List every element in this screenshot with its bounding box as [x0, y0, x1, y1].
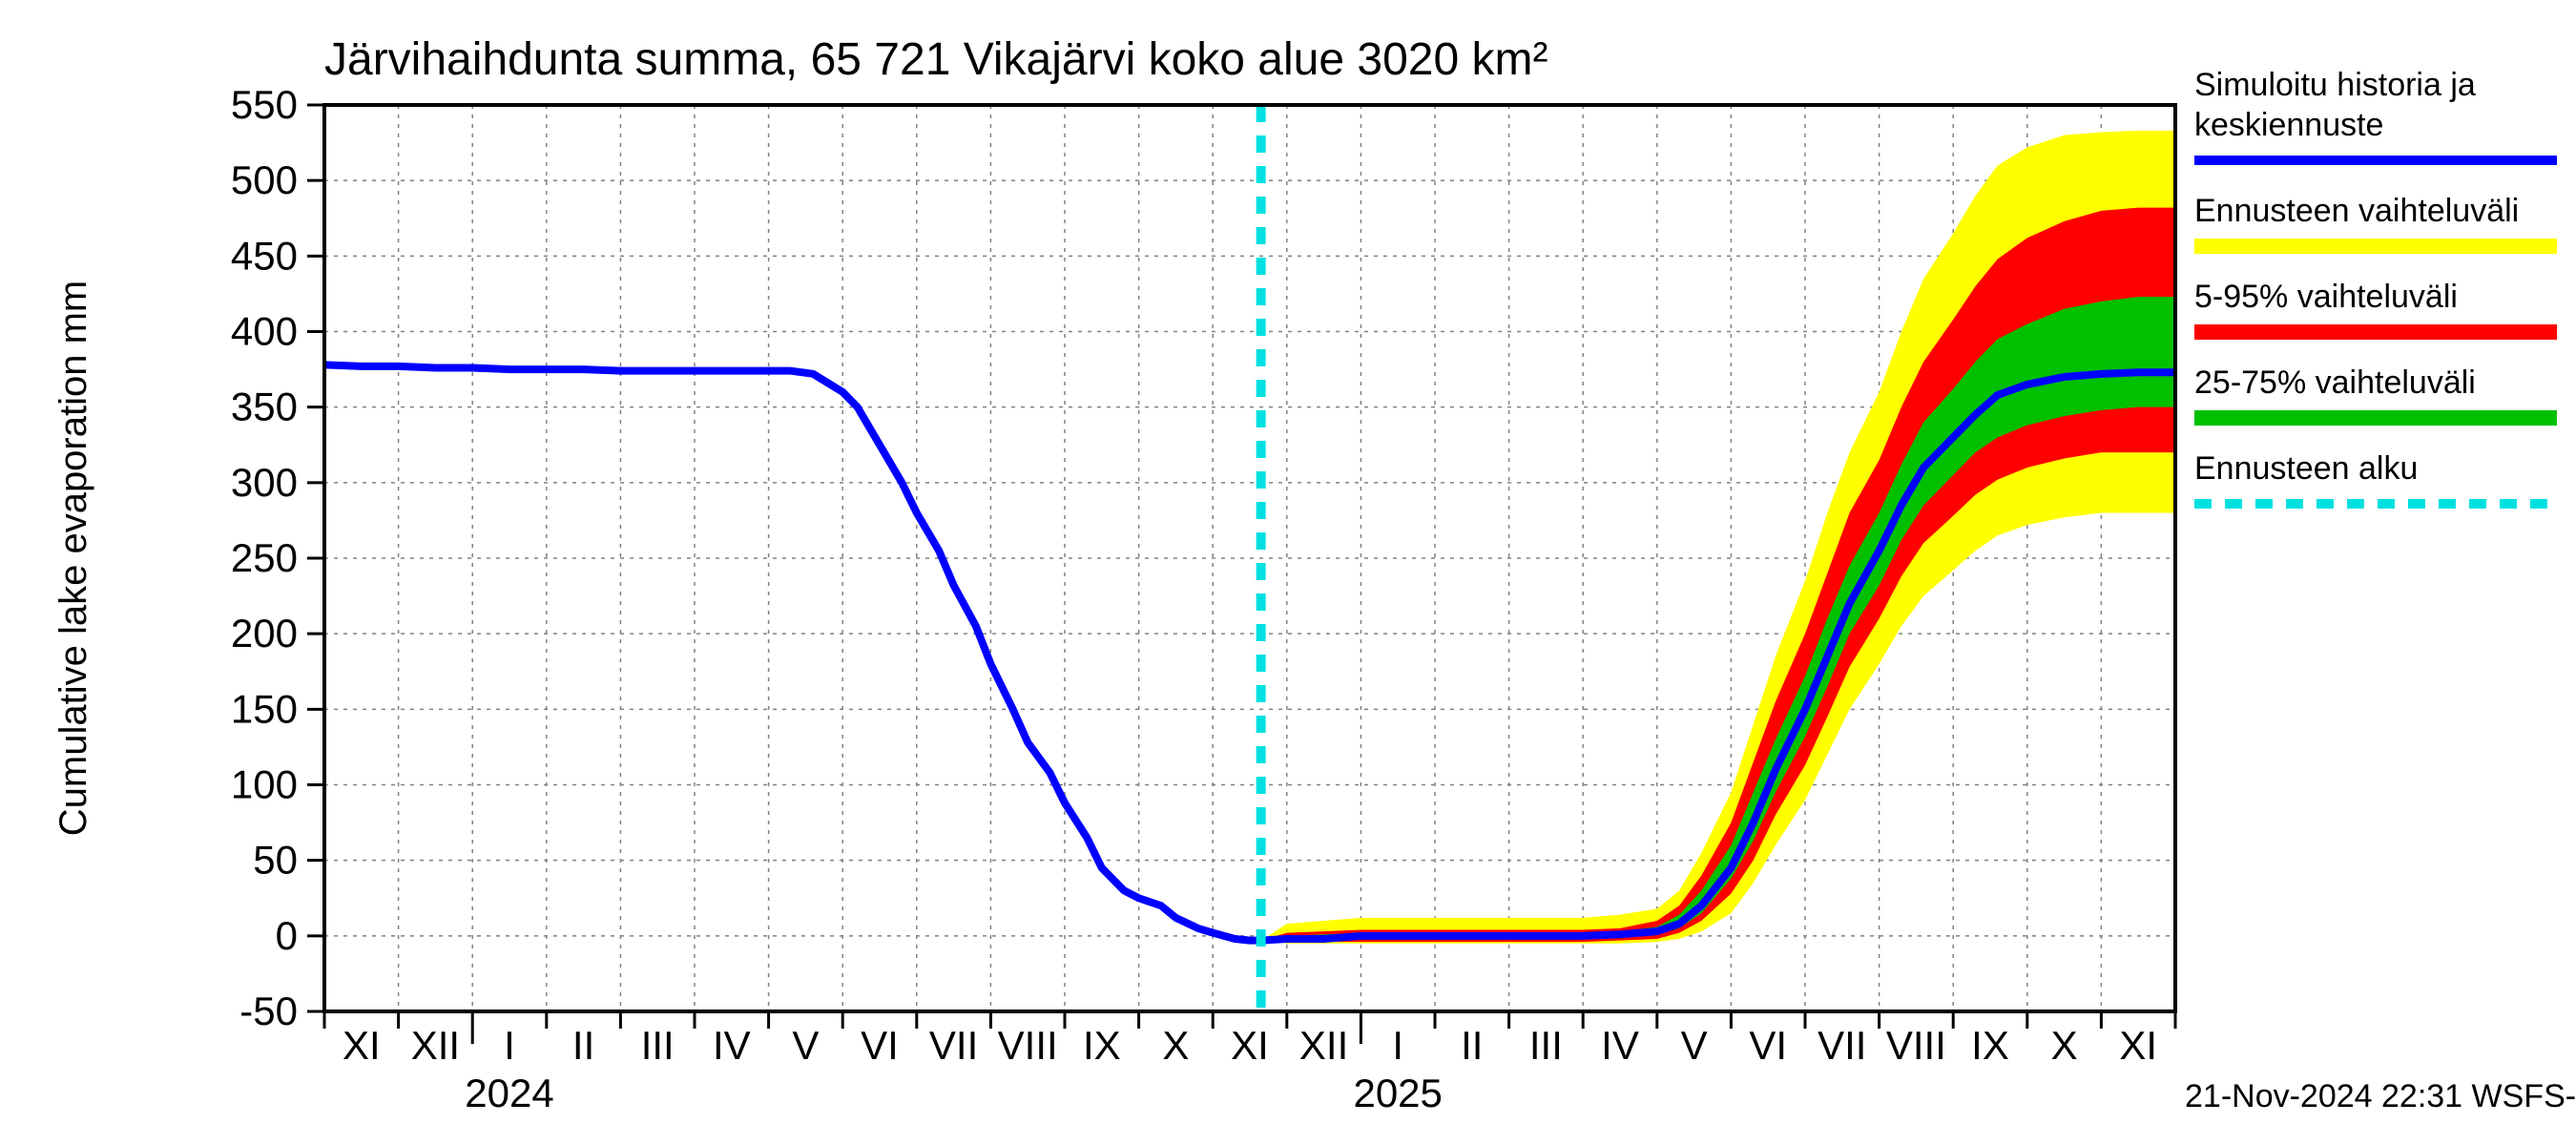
x-tick-label: XII: [1299, 1023, 1348, 1068]
x-tick-label: VII: [929, 1023, 978, 1068]
y-tick-label: 50: [253, 838, 298, 883]
y-tick-label: 100: [231, 762, 298, 807]
x-tick-label: XI: [2119, 1023, 2157, 1068]
x-tick-label: III: [641, 1023, 675, 1068]
legend-swatch: [2194, 324, 2557, 340]
y-tick-label: 350: [231, 385, 298, 429]
y-tick-label: 450: [231, 233, 298, 278]
legend-swatch: [2194, 410, 2557, 426]
x-tick-label: X: [1162, 1023, 1189, 1068]
x-tick-label: IV: [713, 1023, 751, 1068]
x-tick-label: VI: [1749, 1023, 1787, 1068]
legend-label: 25-75% vaihteluväli: [2194, 364, 2476, 401]
chart-background: [0, 0, 2576, 1145]
y-tick-label: 150: [231, 686, 298, 731]
year-label: 2024: [465, 1071, 553, 1115]
y-tick-label: 200: [231, 611, 298, 656]
x-tick-label: IX: [1971, 1023, 2009, 1068]
legend-label: 5-95% vaihteluväli: [2194, 279, 2458, 315]
x-tick-label: VII: [1818, 1023, 1866, 1068]
x-tick-label: X: [2051, 1023, 2078, 1068]
legend-label: Ennusteen vaihteluväli: [2194, 193, 2519, 229]
x-tick-label: I: [504, 1023, 515, 1068]
legend-label: Ennusteen alku: [2194, 450, 2418, 487]
footer-timestamp: 21-Nov-2024 22:31 WSFS-O: [2185, 1078, 2576, 1114]
y-tick-label: 550: [231, 82, 298, 127]
x-tick-label: IV: [1601, 1023, 1639, 1068]
x-tick-label: XI: [343, 1023, 381, 1068]
chart-title: Järvihaihdunta summa, 65 721 Vikajärvi k…: [324, 34, 1548, 85]
y-tick-label: 300: [231, 460, 298, 505]
x-tick-label: VIII: [998, 1023, 1058, 1068]
x-tick-label: II: [572, 1023, 594, 1068]
legend-label: Simuloitu historia ja: [2194, 67, 2476, 103]
year-label: 2025: [1353, 1071, 1442, 1115]
x-tick-label: XII: [411, 1023, 460, 1068]
x-tick-label: VIII: [1886, 1023, 1946, 1068]
y-tick-label: 250: [231, 535, 298, 580]
y-tick-label: 500: [231, 157, 298, 202]
y-axis-label: Cumulative lake evaporation mm: [52, 281, 94, 836]
x-tick-label: III: [1529, 1023, 1563, 1068]
legend-swatch: [2194, 239, 2557, 254]
y-tick-label: 0: [276, 913, 298, 958]
x-tick-label: I: [1392, 1023, 1403, 1068]
y-tick-label: 400: [231, 309, 298, 354]
x-tick-label: IX: [1083, 1023, 1121, 1068]
x-tick-label: II: [1461, 1023, 1483, 1068]
x-tick-label: XI: [1231, 1023, 1269, 1068]
x-tick-label: V: [1681, 1023, 1708, 1068]
legend-label: keskiennuste: [2194, 107, 2383, 143]
y-tick-label: -50: [239, 989, 298, 1033]
chart: -50050100150200250300350400450500550XIXI…: [0, 0, 2576, 1145]
x-tick-label: V: [792, 1023, 819, 1068]
x-tick-label: VI: [861, 1023, 899, 1068]
